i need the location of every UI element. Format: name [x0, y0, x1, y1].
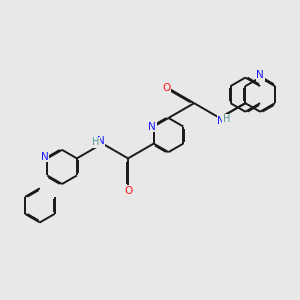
Text: N: N	[41, 152, 49, 162]
Text: N: N	[217, 116, 225, 126]
Text: N: N	[97, 136, 105, 146]
Text: H: H	[92, 137, 100, 147]
Text: N: N	[256, 70, 264, 80]
Text: O: O	[124, 186, 133, 196]
Text: O: O	[162, 83, 170, 93]
Text: N: N	[148, 122, 156, 131]
Text: H: H	[223, 115, 230, 124]
